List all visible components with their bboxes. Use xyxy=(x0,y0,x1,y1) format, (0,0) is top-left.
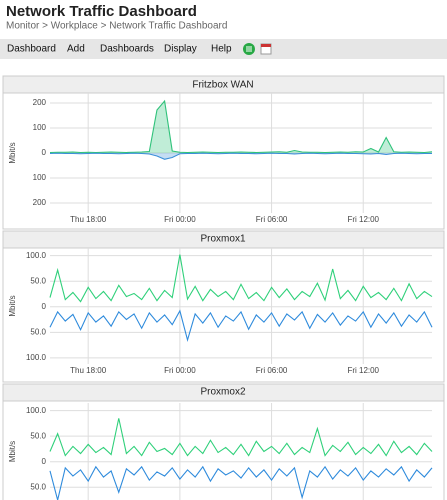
status-icon-lines xyxy=(246,46,252,52)
series-line xyxy=(49,152,432,160)
panel-title: Proxmox2 xyxy=(200,387,245,398)
panel-header xyxy=(2,230,445,249)
y-tick-label: 50.0 xyxy=(30,431,46,440)
page-title: Network Traffic Dashboard xyxy=(6,3,197,20)
x-tick-label: Fri 06:00 xyxy=(256,366,288,375)
menu-item[interactable]: Display xyxy=(164,44,197,55)
x-tick-label: Thu 18:00 xyxy=(70,215,107,224)
y-tick-label: 100 xyxy=(33,123,47,132)
y-tick-label: 200 xyxy=(33,198,47,207)
y-tick-label: 50.0 xyxy=(30,327,46,336)
y-tick-label: 100.0 xyxy=(26,251,47,260)
y-tick-label: 100.0 xyxy=(26,353,47,362)
x-tick-label: Fri 12:00 xyxy=(347,215,379,224)
calendar-icon-top xyxy=(261,44,271,47)
y-tick-label: 0 xyxy=(42,302,47,311)
y-tick-label: 200 xyxy=(33,98,47,107)
menu-bar xyxy=(0,39,447,59)
x-tick-label: Thu 18:00 xyxy=(70,366,107,375)
y-tick-label: 0 xyxy=(42,457,47,466)
y-axis-label: Mbit/s xyxy=(8,441,17,462)
series-line xyxy=(49,99,433,154)
y-tick-label: 50.0 xyxy=(30,482,46,491)
y-axis-label: Mbit/s xyxy=(8,295,17,316)
panel xyxy=(2,383,445,500)
y-tick-label: 50.0 xyxy=(30,276,46,285)
menu-item[interactable]: Dashboards xyxy=(100,44,154,55)
series-line xyxy=(49,465,433,500)
y-tick-label: 0 xyxy=(42,148,47,157)
panel-title: Proxmox1 xyxy=(200,234,245,245)
x-tick-label: Fri 00:00 xyxy=(164,366,196,375)
series-line xyxy=(49,254,433,303)
panel-header xyxy=(2,75,445,94)
x-tick-label: Fri 06:00 xyxy=(256,215,288,224)
breadcrumb[interactable]: Monitor > Workplace > Network Traffic Da… xyxy=(6,21,227,32)
series-line xyxy=(49,309,433,343)
menu-item[interactable]: Help xyxy=(211,44,232,55)
panel-title: Fritzbox WAN xyxy=(192,80,253,91)
menu-item[interactable]: Add xyxy=(67,44,85,55)
menu-item[interactable]: Dashboard xyxy=(7,44,56,55)
series-line xyxy=(49,418,433,457)
panel-header xyxy=(2,383,445,402)
y-tick-label: 100.0 xyxy=(26,406,47,415)
x-tick-label: Fri 00:00 xyxy=(164,215,196,224)
y-axis-label: Mbit/s xyxy=(8,142,17,163)
x-tick-label: Fri 12:00 xyxy=(347,366,379,375)
y-tick-label: 100 xyxy=(33,173,47,182)
